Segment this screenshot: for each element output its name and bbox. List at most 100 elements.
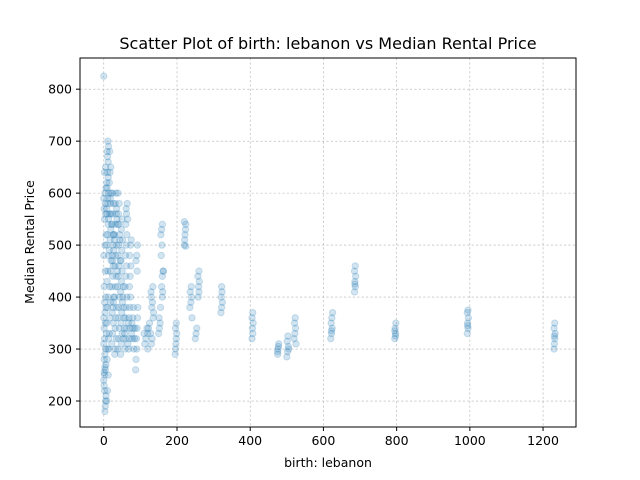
data-point	[103, 355, 111, 364]
data-point	[104, 158, 112, 166]
data-point	[284, 342, 292, 351]
data-point	[194, 282, 203, 291]
data-point	[133, 251, 141, 260]
y-axis-label: Median Rental Price	[22, 180, 37, 304]
data-point	[130, 345, 138, 353]
data-point	[104, 142, 113, 151]
data-point	[147, 293, 156, 301]
data-point	[126, 272, 134, 280]
data-point	[116, 256, 124, 265]
data-point	[102, 392, 110, 400]
data-point	[107, 225, 115, 234]
data-point	[463, 321, 472, 330]
data-point	[103, 210, 111, 218]
x-tick-label: 0	[100, 433, 108, 448]
data-point	[550, 324, 558, 332]
data-point	[100, 371, 109, 379]
data-point	[275, 340, 283, 348]
data-point	[109, 231, 117, 239]
data-point	[118, 298, 127, 306]
data-point	[103, 303, 112, 312]
data-point	[109, 298, 118, 306]
data-point	[186, 303, 194, 312]
data-point	[120, 329, 129, 338]
data-point	[191, 334, 200, 343]
data-point	[118, 267, 126, 275]
data-point	[550, 332, 559, 340]
data-point	[115, 220, 123, 229]
data-point	[181, 231, 189, 239]
data-point	[550, 345, 558, 353]
data-point	[158, 293, 167, 301]
data-point	[148, 298, 157, 306]
data-point	[105, 147, 114, 156]
data-point	[105, 246, 113, 255]
data-point	[101, 163, 110, 171]
data-point	[291, 329, 299, 338]
data-point	[128, 334, 137, 343]
data-point	[109, 231, 118, 239]
data-point	[111, 220, 120, 229]
data-point	[101, 308, 109, 317]
data-point	[126, 324, 134, 332]
x-tick-label: 400	[238, 433, 262, 448]
data-points	[100, 72, 559, 416]
data-point	[121, 251, 130, 260]
data-point	[109, 293, 118, 301]
data-point	[108, 251, 116, 260]
data-point	[146, 329, 155, 338]
data-point	[551, 319, 559, 327]
data-point	[124, 340, 132, 348]
data-point	[111, 350, 119, 358]
data-point	[182, 242, 190, 250]
data-point	[391, 329, 400, 338]
data-point	[127, 262, 135, 270]
data-point	[100, 376, 108, 384]
data-point	[114, 220, 122, 229]
data-point	[551, 329, 559, 338]
data-point	[100, 215, 109, 223]
data-point	[290, 334, 298, 343]
data-point	[117, 319, 125, 327]
data-point	[103, 319, 111, 327]
y-tick-label: 500	[48, 238, 72, 253]
data-point	[102, 303, 110, 312]
data-point	[155, 324, 164, 332]
data-point	[112, 314, 120, 322]
data-point	[127, 236, 135, 244]
data-point	[108, 220, 116, 229]
data-point	[104, 251, 113, 260]
data-point	[122, 334, 130, 343]
data-point	[291, 324, 300, 332]
data-point	[104, 267, 112, 275]
data-point	[351, 277, 359, 286]
data-point	[100, 368, 108, 377]
data-point	[133, 241, 142, 249]
data-point	[144, 345, 152, 353]
data-point	[118, 236, 127, 244]
data-point	[113, 215, 121, 223]
x-tick-label: 600	[311, 433, 335, 448]
data-point	[158, 220, 167, 229]
data-point	[171, 324, 180, 332]
data-point	[112, 251, 120, 260]
data-point	[114, 272, 123, 280]
data-point	[107, 256, 115, 265]
y-tick-label: 800	[48, 82, 72, 97]
data-point	[143, 324, 151, 332]
data-point	[115, 231, 124, 239]
y-tick-label: 300	[48, 342, 72, 357]
data-point	[100, 168, 109, 177]
data-point	[249, 308, 257, 317]
data-point	[217, 308, 225, 317]
data-point	[101, 350, 109, 358]
data-point	[182, 220, 190, 229]
data-point	[101, 189, 109, 197]
data-point	[103, 179, 111, 187]
data-point	[155, 314, 163, 322]
data-point	[101, 345, 110, 353]
data-point	[115, 262, 123, 270]
data-point	[106, 194, 115, 203]
data-point	[126, 251, 134, 260]
